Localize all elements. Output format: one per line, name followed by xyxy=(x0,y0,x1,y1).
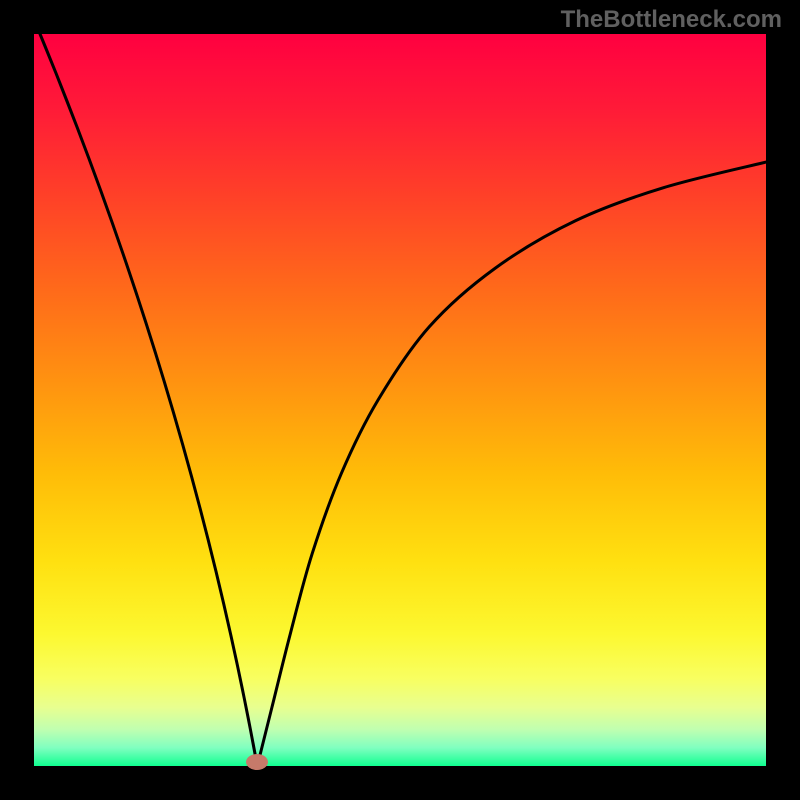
watermark-text: TheBottleneck.com xyxy=(561,6,782,34)
optimal-point-marker xyxy=(246,754,268,770)
gradient-plot-area xyxy=(34,34,766,766)
chart-container: TheBottleneck.com xyxy=(0,0,800,800)
